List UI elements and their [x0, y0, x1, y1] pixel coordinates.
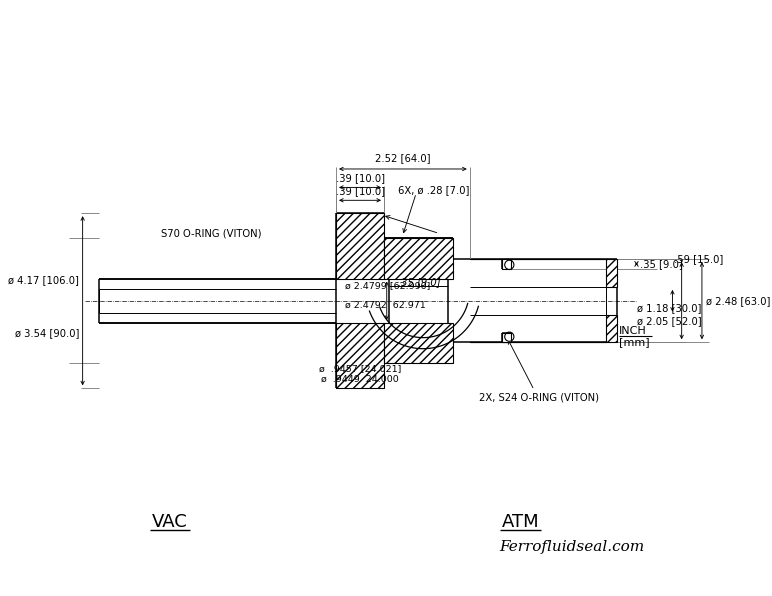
Text: ø 3.54 [90.0]: ø 3.54 [90.0]: [15, 328, 79, 338]
Text: 2X, S24 O-RING (VITON): 2X, S24 O-RING (VITON): [479, 393, 599, 402]
Polygon shape: [336, 213, 384, 279]
Polygon shape: [384, 323, 453, 364]
Text: .39 [10.0]: .39 [10.0]: [336, 186, 384, 195]
Polygon shape: [502, 259, 511, 269]
Text: ø 4.17 [106.0]: ø 4.17 [106.0]: [8, 275, 79, 285]
Text: ø 2.4792  62.971: ø 2.4792 62.971: [345, 301, 426, 310]
Text: .35 [9.0]: .35 [9.0]: [398, 277, 441, 287]
Polygon shape: [469, 259, 617, 287]
Text: S70 O-RING (VITON): S70 O-RING (VITON): [161, 228, 262, 238]
Text: .59 [15.0]: .59 [15.0]: [674, 254, 723, 264]
Text: .39 [10.0]: .39 [10.0]: [336, 173, 384, 183]
Polygon shape: [336, 323, 384, 389]
Text: ATM: ATM: [502, 513, 539, 531]
Polygon shape: [469, 315, 617, 342]
Text: INCH: INCH: [619, 326, 647, 336]
Text: ø 1.18 [30.0]: ø 1.18 [30.0]: [638, 303, 702, 313]
Text: ø  .9457 [24.021]: ø .9457 [24.021]: [319, 365, 401, 374]
Text: ø 2.48 [63.0]: ø 2.48 [63.0]: [706, 296, 770, 306]
Polygon shape: [502, 333, 511, 342]
Text: .35 [9.0]: .35 [9.0]: [640, 259, 683, 269]
Text: Ferrofluidseal.com: Ferrofluidseal.com: [499, 540, 645, 554]
Text: ø 2.05 [52.0]: ø 2.05 [52.0]: [638, 316, 702, 326]
Text: [mm]: [mm]: [619, 337, 649, 347]
Polygon shape: [384, 238, 453, 279]
Text: ø  .9449  24.000: ø .9449 24.000: [321, 375, 399, 384]
Text: VAC: VAC: [152, 513, 188, 531]
Text: ø 2.4799 [62.990]: ø 2.4799 [62.990]: [345, 281, 431, 290]
Text: 6X, ø .28 [7.0]: 6X, ø .28 [7.0]: [398, 185, 469, 195]
Text: 2.52 [64.0]: 2.52 [64.0]: [375, 153, 431, 163]
